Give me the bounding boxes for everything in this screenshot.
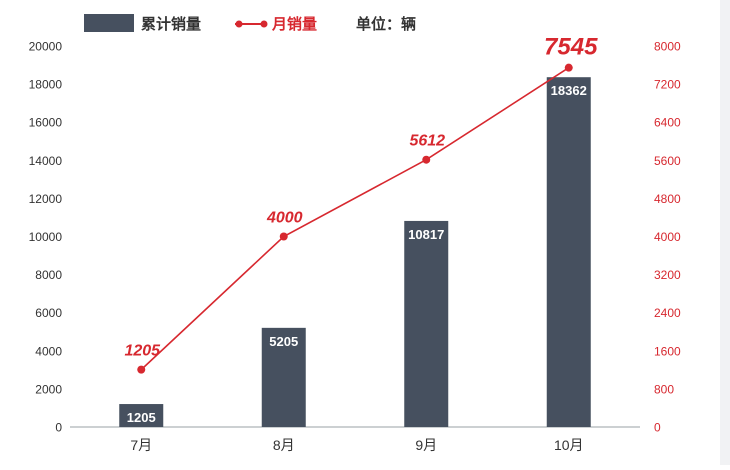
y-left-tick-label: 8000 — [35, 268, 62, 282]
y-left-tick-label: 12000 — [29, 192, 63, 206]
x-tick-label: 8月 — [273, 437, 295, 453]
y-right-tick-label: 4000 — [654, 230, 681, 244]
line-value-label: 7545 — [544, 34, 598, 61]
y-right-tick-label: 800 — [654, 382, 674, 396]
line-value-label: 5612 — [409, 133, 445, 150]
bar — [404, 220, 449, 427]
y-right-tick-label: 8000 — [654, 40, 681, 54]
y-left-tick-label: 2000 — [35, 382, 62, 396]
y-left-tick-label: 14000 — [29, 154, 63, 168]
y-right-tick-label: 2400 — [654, 306, 681, 320]
bar-value-label: 10817 — [408, 227, 444, 242]
legend-line-marker-right — [260, 20, 268, 28]
legend-bar-swatch — [84, 14, 134, 32]
axes: 0200040006000800010000120001400016000180… — [29, 40, 681, 454]
x-tick-label: 10月 — [554, 437, 584, 453]
y-right-tick-label: 6400 — [654, 116, 681, 130]
bar — [119, 404, 164, 427]
y-left-tick-label: 16000 — [29, 116, 63, 130]
bars: 1205 5205 10817 18362 — [119, 77, 591, 427]
legend-unit-label: 单位：辆 — [356, 15, 416, 33]
y-right-tick-label: 3200 — [654, 268, 681, 282]
right-edge-strip — [720, 0, 730, 465]
y-left-tick-label: 18000 — [29, 78, 63, 92]
bar — [261, 327, 306, 427]
y-left-tick-label: 0 — [55, 421, 62, 435]
y-right-tick-label: 7200 — [654, 78, 681, 92]
line-value-label: 1205 — [124, 343, 161, 360]
bar — [546, 77, 591, 427]
legend-line-label: 月销量 — [271, 15, 317, 33]
x-tick-label: 7月 — [130, 437, 152, 453]
y-right-tick-label: 5600 — [654, 154, 681, 168]
y-left-tick-label: 4000 — [35, 344, 62, 358]
bar-value-label: 1205 — [127, 410, 156, 425]
bar-value-label: 18362 — [551, 83, 587, 98]
y-left-tick-label: 6000 — [35, 306, 62, 320]
y-left-tick-label: 20000 — [29, 40, 63, 54]
legend-bar-label: 累计销量 — [141, 15, 201, 33]
y-right-tick-label: 1600 — [654, 344, 681, 358]
y-right-tick-label: 0 — [654, 421, 661, 435]
line-point — [422, 155, 431, 164]
bar-value-label: 5205 — [269, 334, 298, 349]
line-value-label: 4000 — [266, 210, 303, 227]
monthly-sales-line — [140, 66, 570, 371]
line-point — [279, 232, 288, 241]
legend-line-marker-left — [235, 20, 243, 28]
line-point — [564, 63, 573, 72]
legend: 累计销量 月销量 单位：辆 — [84, 14, 416, 33]
y-right-tick-label: 4800 — [654, 192, 681, 206]
y-left-tick-label: 10000 — [29, 230, 63, 244]
line-series: 1205 4000 5612 7545 — [124, 34, 598, 374]
x-tick-label: 9月 — [415, 437, 437, 453]
line-point — [137, 365, 146, 374]
